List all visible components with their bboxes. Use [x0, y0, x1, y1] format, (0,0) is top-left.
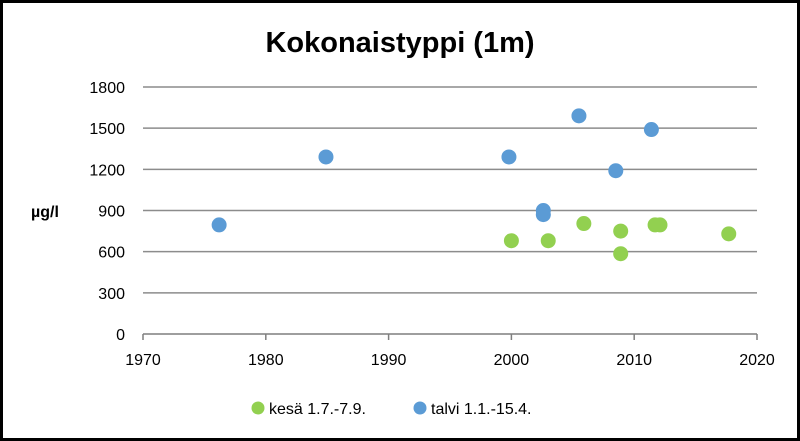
data-point-kesa: [540, 233, 556, 249]
data-point-talvi: [535, 207, 551, 223]
x-tick-label: 1970: [125, 352, 161, 369]
data-point-kesa: [613, 223, 629, 239]
y-tick-label: 1500: [89, 121, 125, 138]
legend-marker-talvi: [413, 401, 427, 415]
x-tick-label: 1990: [371, 352, 407, 369]
legend-label-kesa: kesä 1.7.-7.9.: [269, 401, 366, 418]
legend: kesä 1.7.-7.9. talvi 1.1.-15.4.: [251, 401, 532, 418]
data-point-kesa: [652, 217, 668, 233]
y-tick-labels: 0 300 600 900 1200 1500 1800: [89, 80, 125, 344]
data-point-talvi: [571, 108, 587, 124]
data-point-kesa: [721, 226, 737, 242]
legend-marker-kesa: [251, 401, 265, 415]
legend-item-kesa: kesä 1.7.-7.9.: [251, 401, 366, 418]
data-point-talvi: [318, 149, 334, 165]
y-axis-label: µg/l: [31, 204, 59, 221]
y-tick-label: 1800: [89, 80, 125, 97]
legend-label-talvi: talvi 1.1.-15.4.: [431, 401, 532, 418]
x-tick-labels: 1970 1980 1990 2000 2010 2020: [125, 352, 775, 369]
data-point-talvi: [643, 122, 659, 138]
data-point-kesa: [503, 233, 519, 249]
y-tick-label: 300: [98, 286, 125, 303]
data-point-talvi: [608, 163, 624, 179]
axes: [142, 333, 758, 340]
y-tick-label: 600: [98, 245, 125, 262]
y-tick-label: 0: [116, 327, 125, 344]
data-point-talvi: [211, 217, 227, 233]
x-tick-label: 2010: [616, 352, 652, 369]
x-tick-label: 2000: [494, 352, 530, 369]
data-points: [211, 108, 737, 262]
data-point-kesa: [613, 246, 629, 262]
y-tick-label: 1200: [89, 162, 125, 179]
x-tick-label: 2020: [739, 352, 775, 369]
chart-title: Kokonaistyppi (1m): [265, 27, 534, 59]
data-point-kesa: [576, 216, 592, 232]
y-tick-label: 900: [98, 204, 125, 221]
data-point-talvi: [501, 149, 517, 165]
x-tick-label: 1980: [248, 352, 284, 369]
gridlines: [143, 86, 757, 294]
legend-item-talvi: talvi 1.1.-15.4.: [413, 401, 532, 418]
